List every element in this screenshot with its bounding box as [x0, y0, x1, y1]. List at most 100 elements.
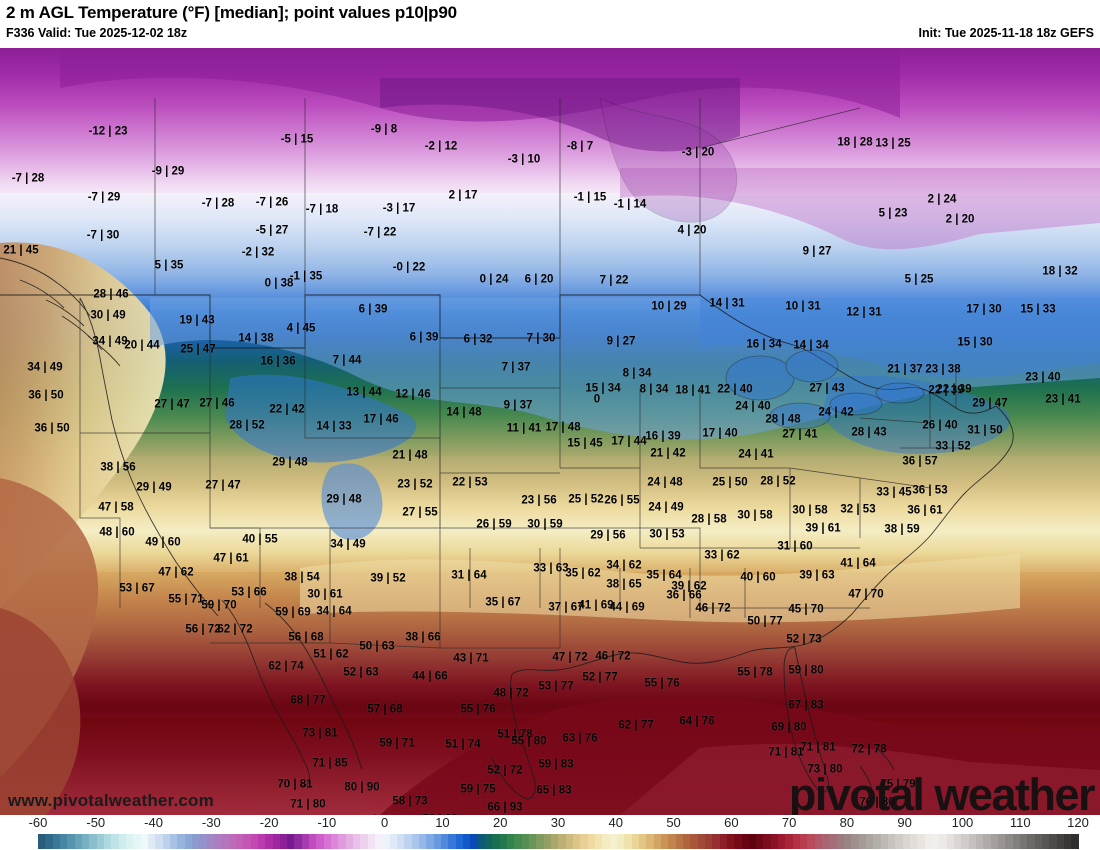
point-value: 49 | 60	[145, 536, 181, 549]
point-value: -1 | 14	[613, 198, 647, 211]
point-value: 55 | 76	[460, 703, 496, 716]
colorbar-gradient[interactable]	[38, 834, 1079, 849]
colorbar-tick: -60	[28, 815, 48, 830]
point-value: 18 | 32	[1042, 265, 1078, 278]
point-value: 30 | 58	[737, 509, 773, 522]
colorbar-swatch	[954, 834, 962, 849]
point-value: 9 | 27	[606, 335, 636, 348]
point-value: 25 | 50	[712, 476, 748, 489]
temperature-map[interactable]: -12 | 23 -5 | 15 -9 | 8 -2 | 12 -3 | 10 -8 | …	[0, 48, 1100, 815]
point-value: 30 | 61	[307, 588, 343, 601]
colorbar-swatch	[45, 834, 53, 849]
point-value: 52 | 73	[786, 633, 822, 646]
point-value: 10 | 31	[785, 300, 821, 313]
point-value: 46 | 72	[695, 602, 731, 615]
point-value: 63 | 76	[562, 732, 598, 745]
point-value: 18 | 28	[837, 136, 873, 149]
colorbar-swatch	[1063, 834, 1072, 849]
colorbar-swatch	[932, 834, 940, 849]
point-value: 24 | 41	[738, 448, 774, 461]
point-value: 71 | 80	[290, 798, 326, 811]
colorbar-swatch	[983, 834, 991, 849]
colorbar-swatch	[455, 834, 464, 849]
point-value: 39 | 62	[671, 580, 707, 593]
colorbar-swatch	[800, 834, 808, 849]
point-value: 72 | 78	[851, 743, 887, 756]
point-value: 29 | 48	[272, 456, 308, 469]
point-value: 52 | 77	[582, 671, 618, 684]
point-value: 30 | 59	[527, 518, 563, 531]
colorbar-tick: 80	[839, 815, 855, 830]
point-value: 43 | 71	[453, 652, 489, 665]
colorbar-swatch	[638, 834, 647, 849]
colorbar-swatch	[1019, 834, 1028, 849]
colorbar-swatch	[309, 834, 317, 849]
point-value: 14 | 38	[238, 332, 274, 345]
point-value: 41 | 64	[840, 557, 876, 570]
point-value: 47 | 61	[213, 552, 249, 565]
colorbar-swatch	[353, 834, 361, 849]
point-value: 51 | 62	[313, 648, 349, 661]
point-value: 47 | 72	[552, 651, 588, 664]
colorbar-swatch	[924, 834, 933, 849]
colorbar-swatch	[470, 834, 478, 849]
point-value: 33 | 45	[876, 486, 912, 499]
point-value: 5 | 35	[154, 259, 184, 272]
colorbar-swatch	[844, 834, 852, 849]
point-value: -2 | 32	[241, 246, 275, 259]
colorbar-swatch	[748, 834, 757, 849]
colorbar[interactable]: -60 -50 -40 -30 -20 -10 0 10 20 30 40 50 60 70 80 90 100…	[0, 815, 1100, 850]
colorbar-swatch	[463, 834, 471, 849]
point-value: 76 | 80	[859, 796, 895, 809]
point-value: 17 | 40	[702, 427, 738, 440]
colorbar-swatch	[1034, 834, 1042, 849]
point-value: 12 | 46	[395, 388, 431, 401]
point-value: 35 | 64	[646, 569, 682, 582]
colorbar-swatch	[367, 834, 376, 849]
colorbar-swatch	[609, 834, 617, 849]
point-value: 36 | 66	[666, 589, 702, 602]
point-value: -5 | 15	[280, 133, 314, 146]
colorbar-swatch	[565, 834, 573, 849]
point-value: 35 | 67	[485, 596, 521, 609]
colorbar-swatch	[74, 834, 82, 849]
point-value: 17 | 44	[611, 435, 647, 448]
header: 2 m AGL Temperature (°F) [median]; point…	[0, 0, 1100, 48]
point-value: 65 | 83	[536, 784, 572, 797]
point-value: 8 | 34	[639, 383, 669, 396]
colorbar-swatch	[133, 834, 141, 849]
point-value: 0 | 38	[264, 277, 294, 290]
colorbar-swatch	[1041, 834, 1050, 849]
point-value: 15 | 30	[957, 336, 993, 349]
colorbar-swatch	[668, 834, 676, 849]
colorbar-tick: 30	[550, 815, 566, 830]
point-value: 15 | 45	[567, 437, 603, 450]
colorbar-swatch	[316, 834, 324, 849]
colorbar-tick: 70	[781, 815, 797, 830]
point-value: 22 | 39	[928, 384, 964, 397]
colorbar-swatch	[521, 834, 529, 849]
page-title: 2 m AGL Temperature (°F) [median]; point…	[6, 3, 457, 22]
colorbar-swatch	[89, 834, 97, 849]
colorbar-swatch	[265, 834, 273, 849]
colorbar-swatch	[125, 834, 134, 849]
colorbar-swatch	[235, 834, 244, 849]
point-value: 8 | 34	[622, 367, 652, 380]
point-value: 32 | 53	[840, 503, 876, 516]
colorbar-swatch	[895, 834, 903, 849]
colorbar-swatch	[1012, 834, 1020, 849]
point-value: 27 | 55	[402, 506, 438, 519]
colorbar-tick: 40	[608, 815, 623, 830]
point-value: 69 | 80	[771, 721, 807, 734]
point-value: 24 | 49	[648, 501, 684, 514]
colorbar-tick: 0	[381, 815, 389, 830]
colorbar-swatch	[756, 834, 764, 849]
point-value: 48 | 60	[99, 526, 135, 539]
colorbar-swatch	[807, 834, 815, 849]
colorbar-swatch	[785, 834, 793, 849]
point-value: 34 | 62	[606, 559, 642, 572]
colorbar-tick: -50	[86, 815, 106, 830]
map-raster	[0, 48, 1100, 815]
colorbar-swatch	[631, 834, 639, 849]
point-value: 29 | 48	[326, 493, 362, 506]
